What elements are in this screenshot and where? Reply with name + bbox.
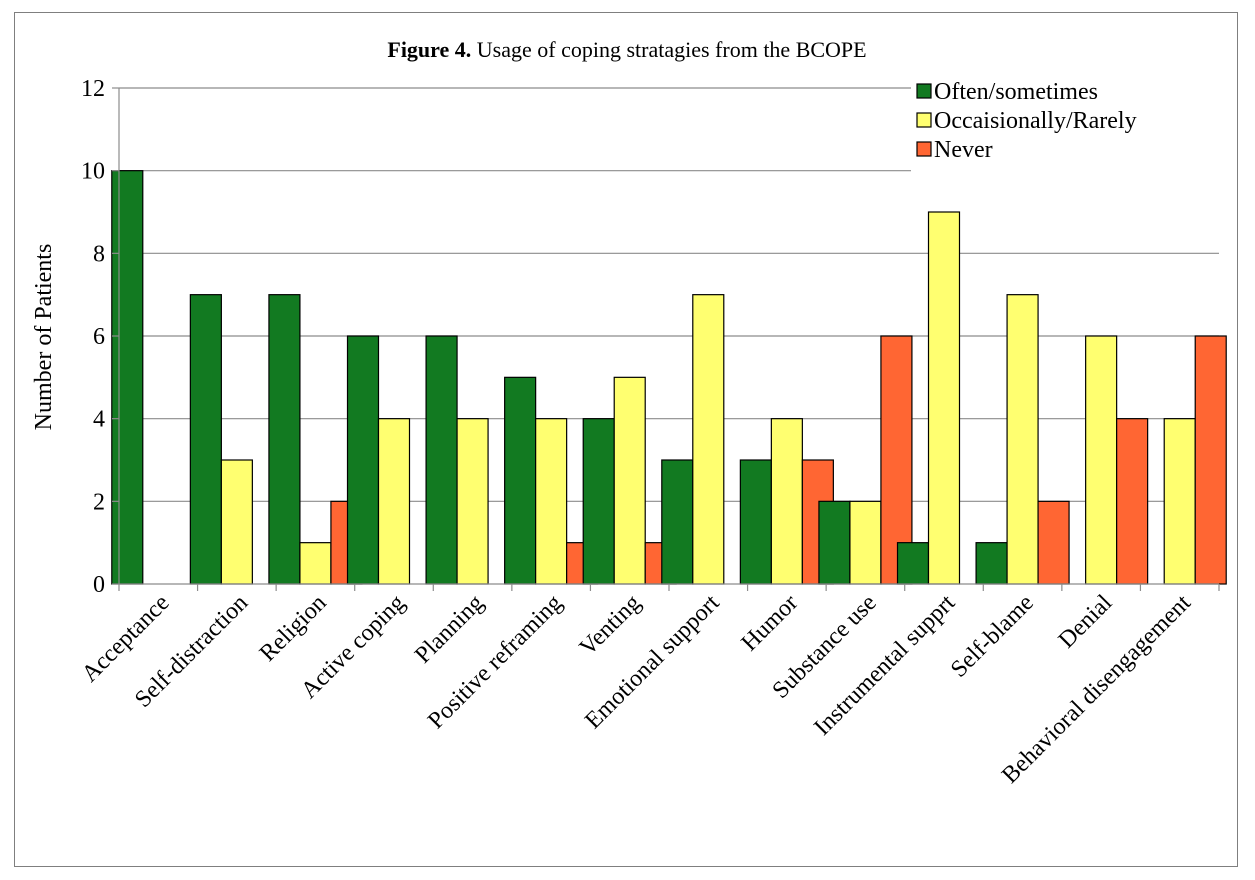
y-tick-label: 4 [93, 407, 105, 433]
x-tick-label: Positive reframing [423, 590, 567, 734]
legend: Often/sometimes Occaisionally/Rarely Never [911, 75, 1221, 183]
bar [504, 376, 537, 585]
bar [220, 459, 253, 585]
bar [770, 418, 803, 585]
legend-background [911, 75, 1221, 183]
bar [299, 542, 332, 585]
legend-swatch [916, 141, 932, 157]
bar [456, 418, 489, 585]
bar [1037, 500, 1070, 585]
bar [896, 542, 930, 585]
bars [111, 170, 1227, 585]
bar [849, 500, 882, 585]
bar [975, 542, 1008, 585]
y-tick-label: 10 [81, 159, 105, 185]
bar [661, 459, 694, 585]
bar [1163, 418, 1196, 585]
chart-title-rest: Usage of coping stratagies from the BCOP… [471, 37, 866, 62]
x-tick-label: Humor [737, 590, 803, 656]
legend-swatch [916, 83, 932, 99]
bar [111, 170, 144, 585]
x-tick-label: Denial [1054, 590, 1118, 654]
y-tick-label: 2 [93, 489, 105, 515]
x-tick-label: Planning [410, 590, 489, 669]
legend-label: Occaisionally/Rarely [934, 108, 1137, 134]
bar [425, 335, 458, 585]
y-tick-label: 8 [93, 241, 105, 267]
chart-title-bold: Figure 4. [387, 37, 471, 62]
bar [377, 418, 411, 585]
bar [346, 335, 380, 585]
legend-label: Often/sometimes [934, 79, 1098, 105]
y-tick-label: 0 [93, 572, 105, 598]
bar [1006, 294, 1039, 585]
y-tick-label: 12 [81, 76, 105, 102]
bar [582, 418, 615, 585]
chart-frame: Figure 4. Usage of coping stratagies fro… [14, 12, 1238, 867]
x-tick-label: Self-blame [946, 590, 1039, 683]
bar [535, 418, 568, 585]
legend-label: Never [934, 137, 993, 163]
bar [613, 376, 646, 585]
bar [927, 211, 961, 585]
y-tick-label: 6 [93, 324, 105, 350]
bar [1116, 418, 1149, 585]
x-tick-label: Instrumental supprt [809, 590, 960, 741]
bar [1085, 335, 1118, 585]
x-tick-label: Emotional support [580, 590, 724, 734]
y-axis-title: Number of Patients [31, 244, 57, 431]
bar [739, 459, 772, 585]
chart-title: Figure 4. Usage of coping stratagies fro… [387, 37, 866, 62]
bar [268, 294, 301, 585]
bar [692, 294, 725, 585]
bar [1194, 335, 1227, 585]
bar [189, 294, 222, 585]
bar [818, 500, 851, 585]
legend-swatch [916, 112, 932, 128]
x-tick-label: Venting [575, 590, 646, 661]
x-tick-label: Religion [255, 590, 332, 667]
bar-chart: Figure 4. Usage of coping stratagies fro… [31, 37, 1227, 789]
